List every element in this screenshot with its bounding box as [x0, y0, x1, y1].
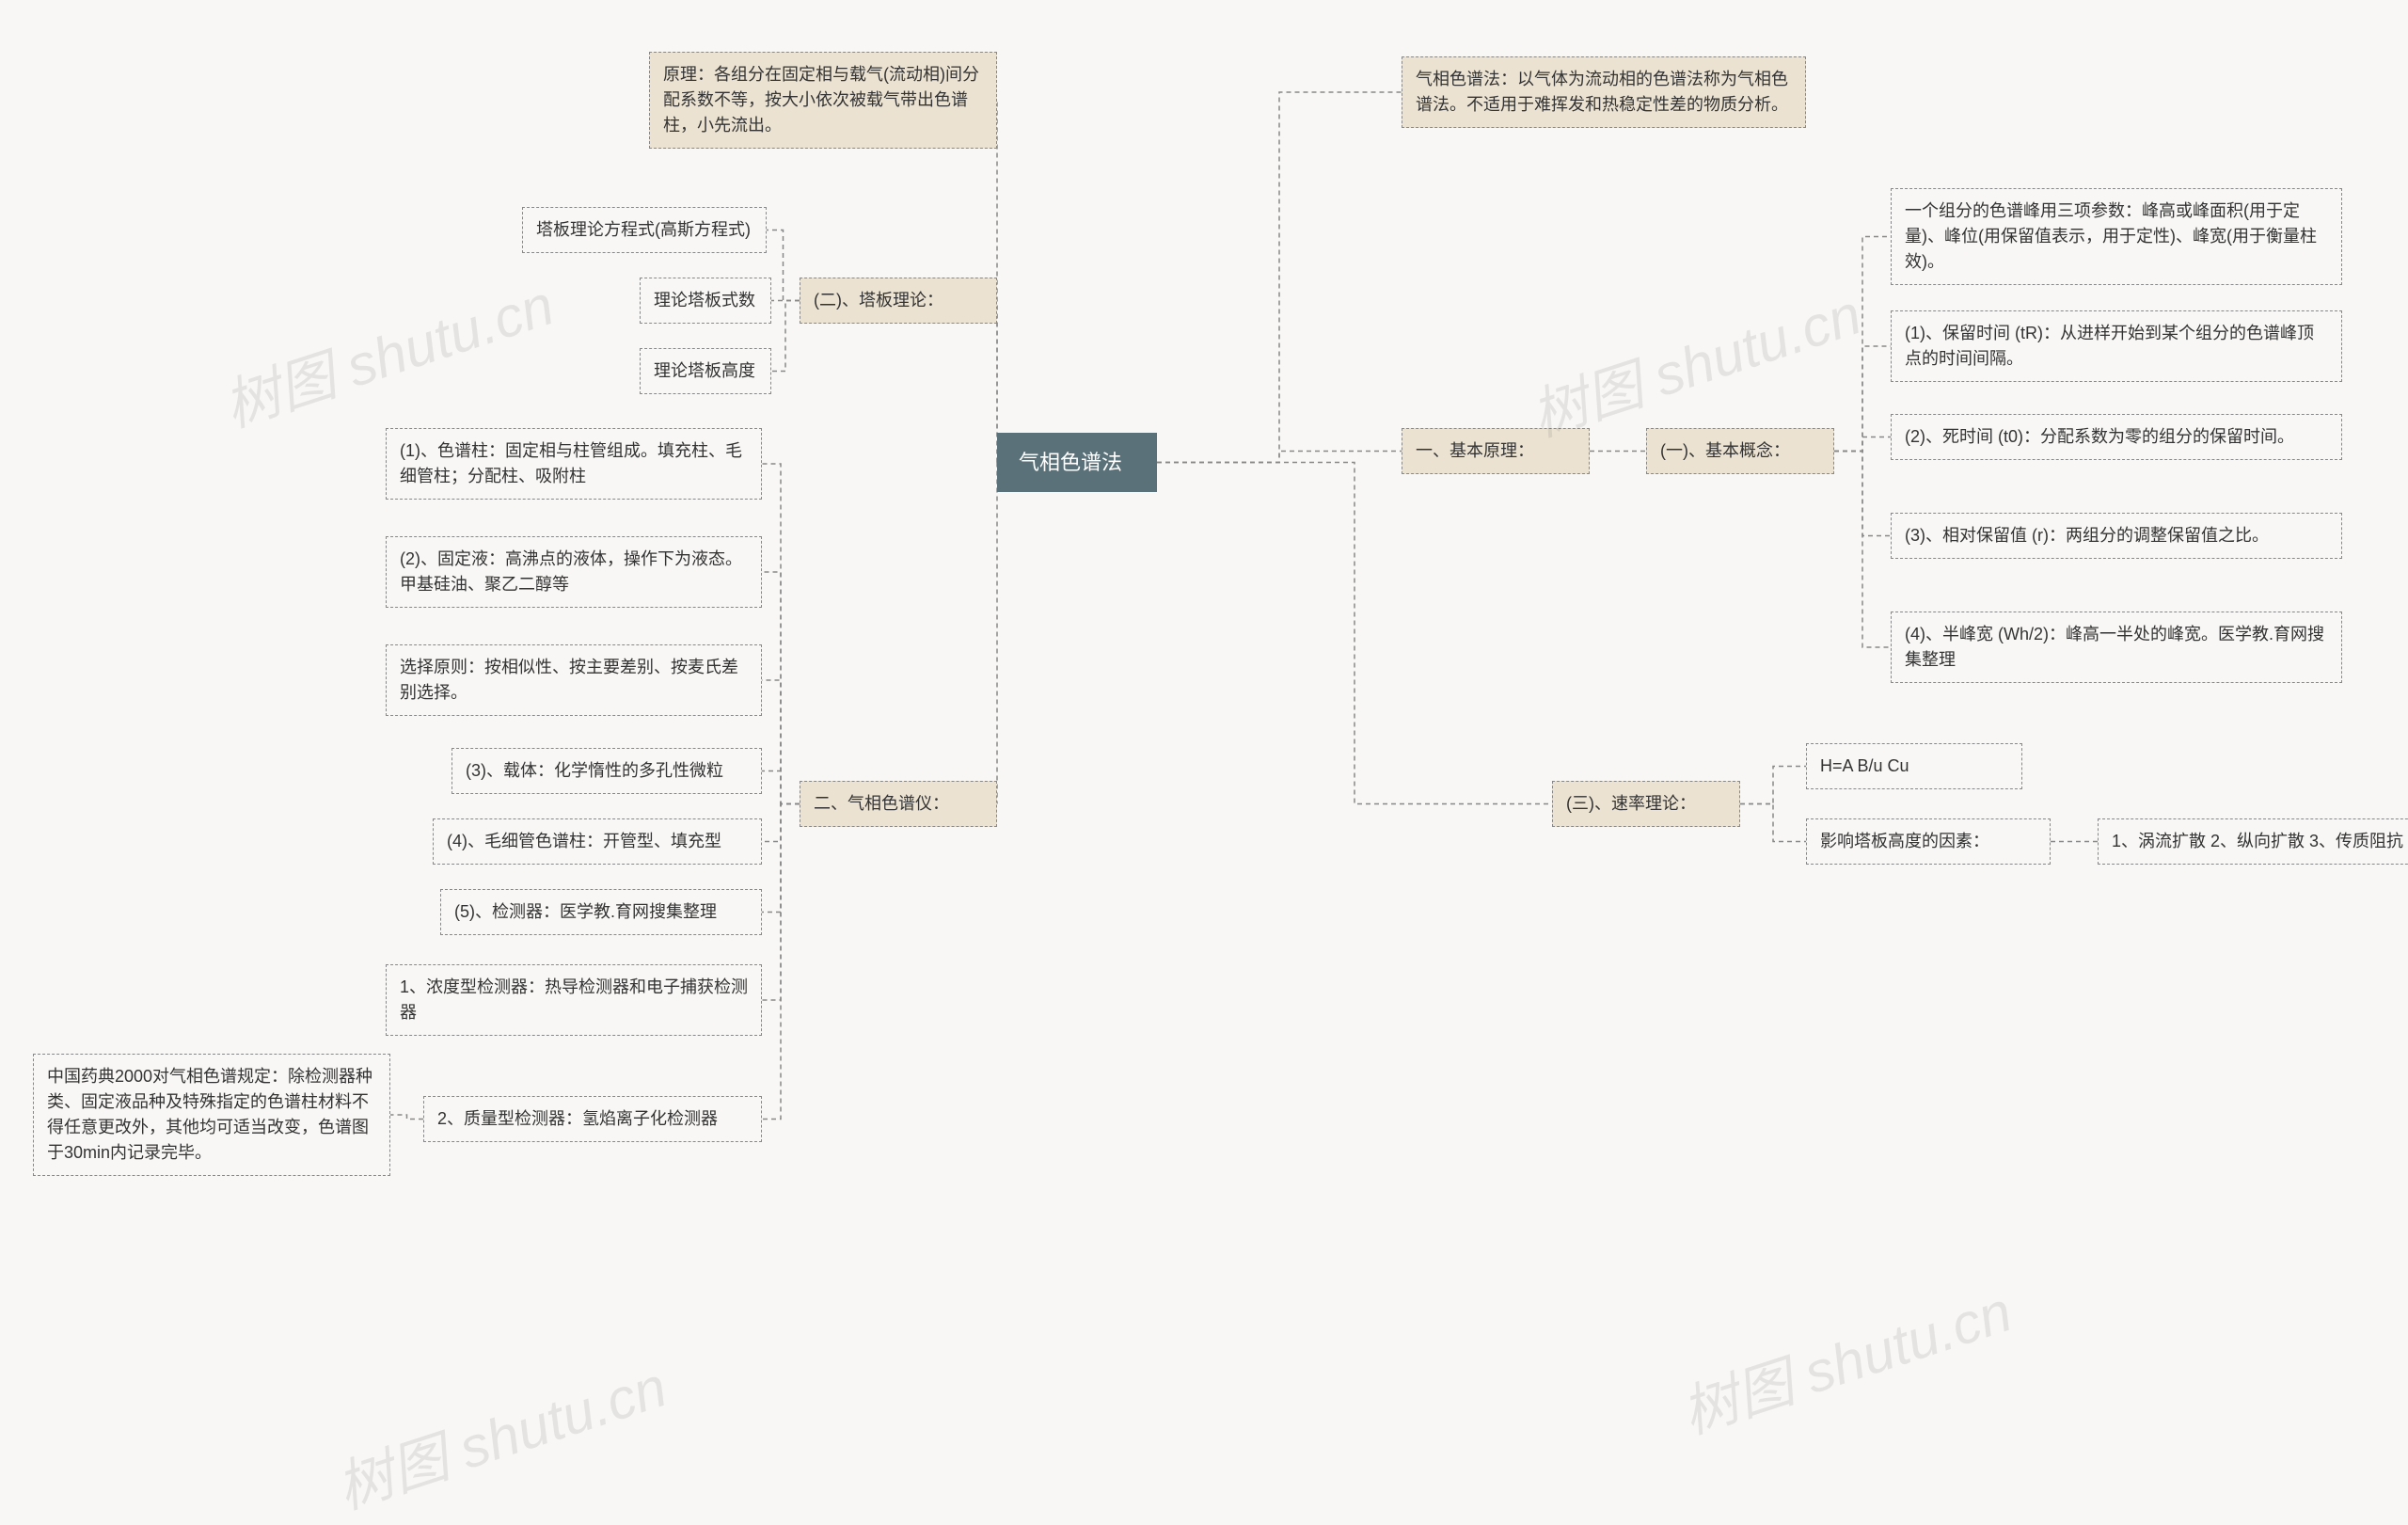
connector: [1834, 346, 1891, 452]
connector: [1834, 437, 1891, 452]
mindmap-node-sec1_1_a: 一个组分的色谱峰用三项参数：峰高或峰面积(用于定量)、峰位(用保留值表示，用于定…: [1891, 188, 2342, 285]
connector: [762, 680, 800, 804]
mindmap-node-sec2_f: (5)、检测器：医学教.育网搜集整理: [440, 889, 762, 935]
connector: [762, 804, 800, 913]
mindmap-node-sec1_3: (三)、速率理论：: [1552, 781, 1740, 827]
mindmap-node-sec2_b: (2)、固定液：高沸点的液体，操作下为液态。甲基硅油、聚乙二醇等: [386, 536, 762, 608]
connector: [767, 230, 800, 301]
mindmap-node-sec1_2: (二)、塔板理论：: [800, 278, 997, 324]
connector: [390, 1115, 423, 1120]
connector: [1157, 92, 1402, 463]
mindmap-node-principle: 原理：各组分在固定相与载气(流动相)间分配系数不等，按大小依次被载气带出色谱柱，…: [649, 52, 997, 149]
watermark: 树图 shutu.cn: [1519, 269, 1870, 453]
connector: [762, 804, 800, 1120]
mindmap-node-sec2_h: 2、质量型检测器：氢焰离子化检测器: [423, 1096, 762, 1142]
connector: [762, 804, 800, 1001]
connector: [1740, 767, 1806, 804]
mindmap-node-sec1_2_c: 理论塔板高度: [640, 348, 771, 394]
connector: [762, 804, 800, 842]
mindmap-node-sec1_1: (一)、基本概念：: [1646, 428, 1834, 474]
mindmap-node-def: 气相色谱法：以气体为流动相的色谱法称为气相色谱法。不适用于难挥发和热稳定性差的物…: [1402, 56, 1806, 128]
mindmap-node-sec2_h1: 中国药典2000对气相色谱规定：除检测器种类、固定液品种及特殊指定的色谱柱材料不…: [33, 1054, 390, 1176]
mindmap-node-sec2_a: (1)、色谱柱：固定相与柱管组成。填充柱、毛细管柱；分配柱、吸附柱: [386, 428, 762, 500]
mindmap-node-sec2_e: (4)、毛细管色谱柱：开管型、填充型: [433, 818, 762, 865]
mindmap-node-sec1_1_b: (1)、保留时间 (tR)：从进样开始到某个组分的色谱峰顶点的时间间隔。: [1891, 310, 2342, 382]
mindmap-node-sec1_3_a: H=A B/u Cu: [1806, 743, 2022, 789]
mindmap-node-sec1_3_b: 影响塔板高度的因素：: [1806, 818, 2051, 865]
watermark: 树图 shutu.cn: [212, 260, 562, 443]
mindmap-node-sec1_2_b: 理论塔板式数: [640, 278, 771, 324]
mindmap-node-sec1_3_b1: 1、涡流扩散 2、纵向扩散 3、传质阻抗: [2098, 818, 2408, 865]
connector: [771, 301, 800, 372]
connector: [762, 464, 800, 804]
connector: [1740, 804, 1806, 842]
watermark: 树图 shutu.cn: [325, 1342, 675, 1525]
mindmap-node-sec2_g: 1、浓度型检测器：热导检测器和电子捕获检测器: [386, 964, 762, 1036]
mindmap-node-sec2: 二、气相色谱仪：: [800, 781, 997, 827]
connector: [762, 771, 800, 804]
mindmap-node-central: 气相色谱法: [997, 433, 1157, 492]
connector: [1834, 452, 1891, 648]
mindmap-node-sec1_1_d: (3)、相对保留值 (r)：两组分的调整保留值之比。: [1891, 513, 2342, 559]
mindmap-node-sec1_2_a: 塔板理论方程式(高斯方程式): [522, 207, 767, 253]
connector: [1834, 452, 1891, 536]
connector: [1157, 463, 1552, 804]
connector: [1157, 452, 1402, 463]
watermark: 树图 shutu.cn: [1670, 1266, 2020, 1450]
mindmap-node-sec1: 一、基本原理：: [1402, 428, 1590, 474]
connector: [1834, 237, 1891, 452]
connector: [762, 572, 800, 804]
mindmap-node-sec2_d: (3)、载体：化学惰性的多孔性微粒: [452, 748, 762, 794]
mindmap-node-sec1_1_c: (2)、死时间 (t0)：分配系数为零的组分的保留时间。: [1891, 414, 2342, 460]
mindmap-node-sec2_c: 选择原则：按相似性、按主要差别、按麦氏差别选择。: [386, 644, 762, 716]
mindmap-node-sec1_1_e: (4)、半峰宽 (Wh/2)：峰高一半处的峰宽。医学教.育网搜集整理: [1891, 612, 2342, 683]
